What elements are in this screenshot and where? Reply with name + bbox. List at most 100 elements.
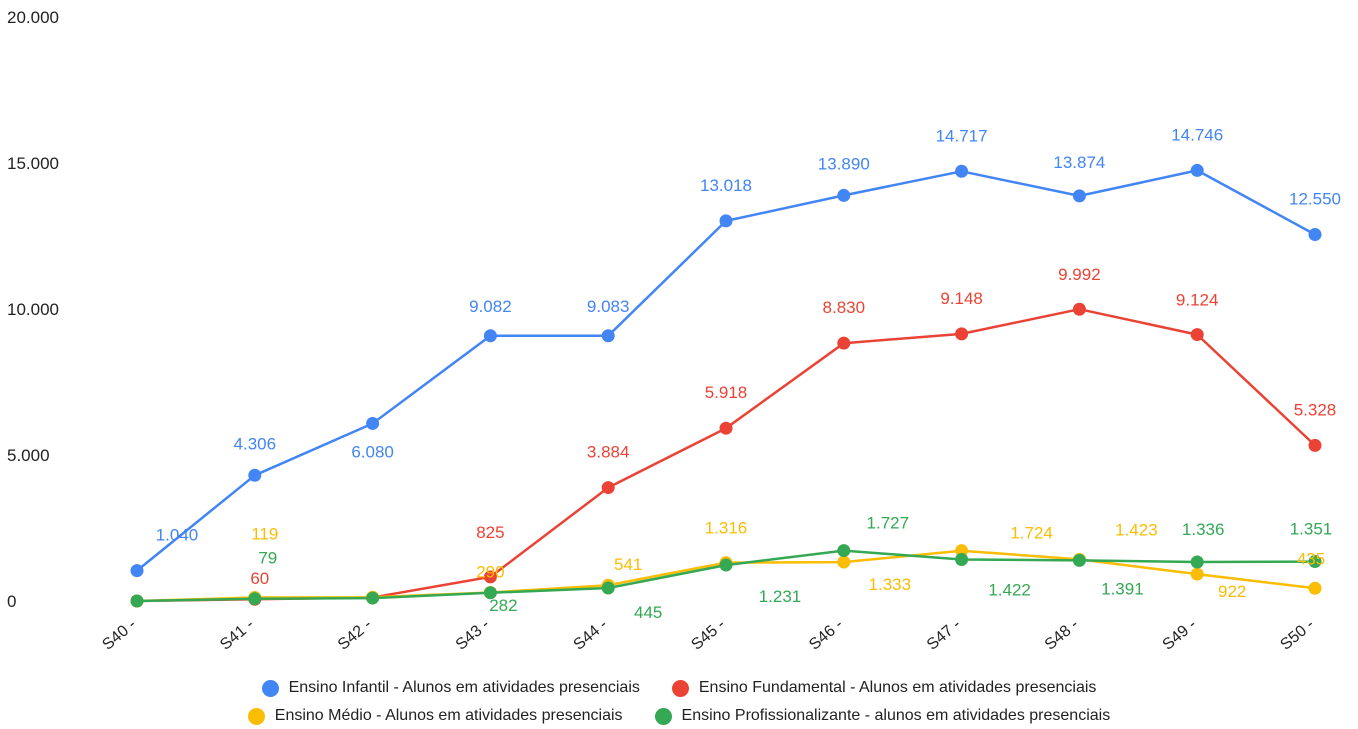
legend-marker-icon <box>654 707 672 725</box>
data-point[interactable] <box>1190 163 1204 177</box>
data-point[interactable] <box>837 544 851 558</box>
data-point[interactable] <box>366 591 380 605</box>
data-point[interactable] <box>1072 302 1086 316</box>
y-tick-label: 5.000 <box>7 446 50 465</box>
x-tick-label: S49 - <box>1160 616 1200 654</box>
y-tick-label: 0 <box>7 592 16 611</box>
legend-label: Ensino Profissionalizante - alunos em at… <box>681 707 1111 724</box>
data-point[interactable] <box>719 421 733 435</box>
x-tick-label: S47 - <box>924 616 964 654</box>
data-label: 3.884 <box>587 443 630 462</box>
data-point[interactable] <box>483 329 497 343</box>
data-label: 8.830 <box>823 298 866 317</box>
x-tick-label: S46 - <box>806 616 846 654</box>
series-layer <box>130 163 1322 608</box>
data-point[interactable] <box>1190 328 1204 342</box>
data-label: 1.724 <box>1010 524 1053 543</box>
series-line <box>136 169 1316 572</box>
data-label: 1.336 <box>1182 520 1225 539</box>
data-label: 60 <box>250 569 269 588</box>
data-point[interactable] <box>1072 553 1086 567</box>
data-point[interactable] <box>1072 189 1086 203</box>
data-point[interactable] <box>955 327 969 341</box>
data-label: 5.918 <box>705 383 748 402</box>
data-label: 4.306 <box>234 434 277 453</box>
legend-label: Ensino Médio - Alunos em atividades pres… <box>274 707 623 724</box>
data-label: 13.890 <box>818 154 870 173</box>
data-point[interactable] <box>130 594 144 608</box>
data-label: 825 <box>476 523 504 542</box>
data-point[interactable] <box>955 552 969 566</box>
data-label: 922 <box>1218 582 1246 601</box>
data-point[interactable] <box>1190 555 1204 569</box>
data-label: 1.316 <box>705 519 748 538</box>
data-label: 1.423 <box>1115 520 1158 539</box>
x-tick-label: S41 - <box>217 616 257 654</box>
x-tick-label: S48 - <box>1042 616 1082 654</box>
data-point[interactable] <box>601 481 615 495</box>
legend-marker-icon <box>247 707 265 725</box>
data-label: 79 <box>258 549 277 568</box>
data-label: 1.422 <box>988 580 1031 599</box>
data-label: 9.124 <box>1176 291 1219 310</box>
legend-item-fundamental[interactable]: Ensino Fundamental - Alunos em atividade… <box>671 679 1096 697</box>
data-label: 14.746 <box>1171 125 1223 144</box>
legend-item-medio[interactable]: Ensino Médio - Alunos em atividades pres… <box>247 707 623 725</box>
legend-row-1: Ensino Infantil - Alunos em atividades p… <box>0 679 1358 697</box>
data-point[interactable] <box>837 336 851 350</box>
data-point[interactable] <box>483 586 497 600</box>
data-point[interactable] <box>1308 555 1322 569</box>
legend-row-2: Ensino Médio - Alunos em atividades pres… <box>0 707 1358 725</box>
data-point[interactable] <box>130 564 144 578</box>
x-axis: S40 - S41 - S42 - S43 - S44 - S45 - S46 - S47 -… <box>99 616 1317 654</box>
x-tick-label: S40 - <box>99 616 139 654</box>
y-tick-label: 20.000 <box>7 8 59 27</box>
data-point[interactable] <box>483 570 497 584</box>
legend-item-profissionalizante[interactable]: Ensino Profissionalizante - alunos em at… <box>654 707 1111 725</box>
x-tick-label: S45 - <box>688 616 728 654</box>
data-label: 6.080 <box>351 442 394 461</box>
data-point[interactable] <box>719 214 733 228</box>
x-tick-label: S43 - <box>453 616 493 654</box>
data-point[interactable] <box>955 164 969 178</box>
data-point[interactable] <box>366 416 380 430</box>
data-label: 9.992 <box>1058 265 1101 284</box>
data-point[interactable] <box>837 555 851 569</box>
x-tick-label: S50 - <box>1277 616 1317 654</box>
y-axis: 0 5.000 10.000 15.000 20.000 <box>7 8 59 611</box>
data-label: 282 <box>489 596 517 615</box>
data-label: 445 <box>634 603 662 622</box>
data-label: 1.333 <box>869 575 912 594</box>
data-point[interactable] <box>1308 438 1322 452</box>
data-label: 435 <box>1297 549 1325 568</box>
data-point[interactable] <box>601 329 615 343</box>
data-point[interactable] <box>837 188 851 202</box>
legend-marker-icon <box>261 679 279 697</box>
data-label: 1.727 <box>867 514 910 533</box>
y-tick-label: 15.000 <box>7 154 59 173</box>
data-point[interactable] <box>719 558 733 572</box>
data-label: 119 <box>251 525 278 544</box>
data-label: 14.717 <box>936 126 988 145</box>
legend-item-infantil[interactable]: Ensino Infantil - Alunos em atividades p… <box>261 679 640 697</box>
y-tick-label: 10.000 <box>7 300 59 319</box>
data-label: 13.874 <box>1053 153 1105 172</box>
data-point[interactable] <box>601 581 615 595</box>
data-label: 1.231 <box>759 587 802 606</box>
data-point[interactable] <box>1190 567 1204 581</box>
legend-marker-icon <box>671 679 689 697</box>
x-tick-label: S44 - <box>571 616 611 654</box>
data-label: 9.082 <box>469 297 512 316</box>
data-label: 9.083 <box>587 297 630 316</box>
data-label: 1.351 <box>1290 520 1333 539</box>
data-point[interactable] <box>1308 581 1322 595</box>
data-point[interactable] <box>1308 228 1322 242</box>
data-point[interactable] <box>248 468 262 482</box>
data-label: 13.018 <box>700 176 752 195</box>
data-label: 5.328 <box>1294 400 1337 419</box>
data-label: 1.040 <box>156 526 199 545</box>
x-tick-label: S42 - <box>335 616 375 654</box>
data-point[interactable] <box>248 592 262 606</box>
data-label: 290 <box>476 563 504 582</box>
line-chart: 0 5.000 10.000 15.000 20.000 S40 - S41 - S42 -… <box>7 8 1341 654</box>
